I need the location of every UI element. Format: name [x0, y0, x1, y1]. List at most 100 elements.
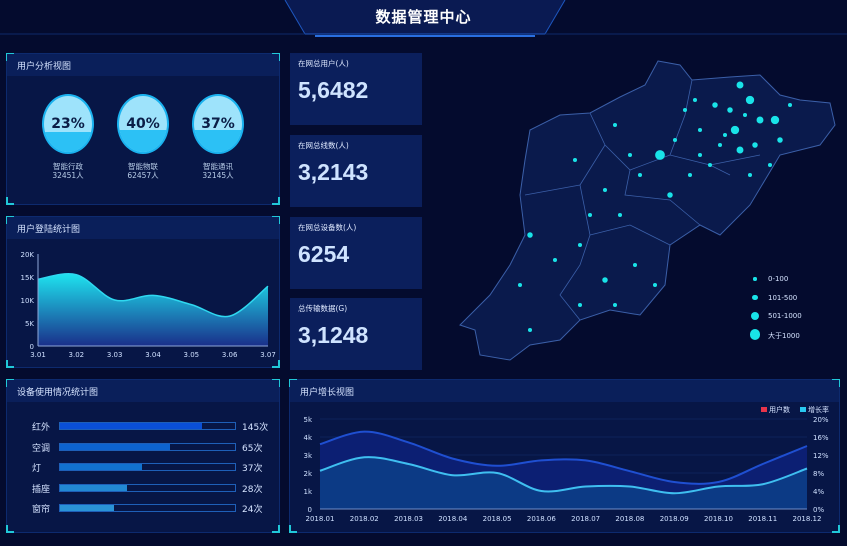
- map-data-dot[interactable]: [697, 152, 703, 158]
- legend-label: 0-100: [768, 275, 789, 283]
- map-data-dot[interactable]: [617, 212, 623, 218]
- legend-label: 501-1000: [768, 312, 802, 320]
- bubble-caption: 智能物联 62457人: [103, 162, 183, 180]
- bubble-caption: 智能行政 32451人: [28, 162, 108, 180]
- map-data-dot[interactable]: [527, 232, 533, 238]
- map-data-dot[interactable]: [612, 122, 618, 128]
- x-tick-label: 3.02: [69, 351, 85, 359]
- map-data-dot[interactable]: [697, 127, 703, 133]
- map-data-dot[interactable]: [527, 327, 533, 333]
- map-data-dot[interactable]: [722, 132, 728, 138]
- map-data-dot[interactable]: [717, 142, 723, 148]
- percent-bubble: 23%: [42, 94, 94, 154]
- legend-label: 101-500: [768, 293, 798, 302]
- device-name: 窗帘: [32, 505, 51, 515]
- map-data-dot[interactable]: [736, 146, 744, 154]
- map-data-dot[interactable]: [655, 150, 665, 160]
- login-stats-panel: 用户登陆统计图 0 5K 10K 15K 20K 3.01 3.02 3.03 3.04 3.05…: [6, 216, 280, 368]
- y-tick-label: 0: [30, 343, 34, 351]
- x-tick-label: 3.05: [184, 351, 200, 359]
- y-left-tick-label: 0: [308, 506, 312, 514]
- stat-label: 在网总用户(人): [298, 59, 349, 68]
- map-data-dot[interactable]: [637, 172, 643, 178]
- y-right-tick-label: 0%: [813, 506, 824, 514]
- legend-item[interactable]: 增长率: [800, 405, 829, 415]
- map-data-dot[interactable]: [572, 157, 578, 163]
- stat-label: 总传输数据(G): [298, 304, 348, 313]
- map-data-dot[interactable]: [652, 282, 658, 288]
- device-count: 28次: [242, 484, 263, 495]
- bar-track: [59, 422, 236, 430]
- bar-track: [59, 504, 236, 512]
- map-data-dot[interactable]: [687, 172, 693, 178]
- map-data-dot[interactable]: [692, 97, 698, 103]
- device-bar-row: 灯 37次: [32, 461, 282, 474]
- dot-size-icon: [749, 329, 761, 340]
- map-data-dot[interactable]: [770, 115, 780, 125]
- bar-track: [59, 463, 236, 471]
- y-left-tick-label: 5k: [303, 416, 312, 424]
- percent-value: 40%: [126, 116, 160, 132]
- map-data-dot[interactable]: [577, 302, 583, 308]
- stat-value: 3,1248: [298, 322, 369, 348]
- x-tick-label: 2018.12: [793, 515, 822, 523]
- map-data-dot[interactable]: [742, 112, 748, 118]
- map-data-dot[interactable]: [712, 102, 718, 108]
- map-data-dot[interactable]: [745, 95, 755, 105]
- percent-value: 23%: [51, 116, 85, 132]
- map-data-dot[interactable]: [627, 152, 633, 158]
- percent-bubble: 37%: [192, 94, 244, 154]
- y-left-tick-label: 3k: [303, 452, 312, 460]
- map-data-dot[interactable]: [707, 162, 713, 168]
- y-right-tick-label: 8%: [813, 470, 824, 478]
- map-data-dot[interactable]: [682, 107, 688, 113]
- map-data-dot[interactable]: [632, 262, 638, 268]
- legend-item[interactable]: 用户数: [761, 405, 790, 415]
- x-tick-label: 2018.06: [527, 515, 556, 523]
- map-data-dot[interactable]: [577, 242, 583, 248]
- percent-bubble: 40%: [117, 94, 169, 154]
- map-data-dot[interactable]: [756, 116, 764, 124]
- stat-label: 在网总线数(人): [298, 141, 349, 150]
- x-tick-label: 3.04: [145, 351, 161, 359]
- user-analysis-panel: 用户分析视图 23% 智能行政 32451人 40% 智能物联 62457人 37% 智能通讯…: [6, 53, 280, 205]
- users-line: [319, 430, 808, 485]
- map-data-dot[interactable]: [552, 257, 558, 263]
- stat-card: 在网总设备数(人) 6254: [290, 217, 422, 289]
- stat-card: 在网总线数(人) 3,2143: [290, 135, 422, 207]
- map-data-dot[interactable]: [612, 302, 618, 308]
- map-data-dot[interactable]: [736, 81, 744, 89]
- device-name: 红外: [32, 423, 51, 433]
- map-data-dot[interactable]: [517, 282, 523, 288]
- map-data-dot[interactable]: [667, 192, 673, 198]
- x-tick-label: 3.01: [30, 351, 46, 359]
- stat-label: 在网总设备数(人): [298, 223, 357, 232]
- panel-title: 用户增长视图: [290, 380, 839, 402]
- growth-rate-area: [320, 457, 807, 509]
- device-name: 空调: [32, 443, 51, 454]
- map-data-dot[interactable]: [602, 187, 608, 193]
- percent-value: 37%: [201, 116, 235, 132]
- x-tick-label: 2018.09: [660, 515, 689, 523]
- map-data-dot[interactable]: [727, 107, 733, 113]
- map-data-dot[interactable]: [777, 137, 783, 143]
- map-data-dot[interactable]: [752, 142, 758, 148]
- bar-fill: [60, 423, 202, 429]
- map-data-dot[interactable]: [602, 277, 608, 283]
- y-left-tick-label: 4k: [303, 434, 312, 442]
- y-right-tick-label: 20%: [813, 416, 829, 424]
- y-left-tick-label: 1k: [303, 488, 312, 496]
- map-data-dot[interactable]: [587, 212, 593, 218]
- y-left-tick-label: 2k: [303, 470, 312, 478]
- map-data-dot[interactable]: [787, 102, 793, 108]
- login-area-chart: 0 5K 10K 15K 20K 3.01 3.02 3.03 3.04 3.05 3.06 3.07: [21, 251, 276, 359]
- map-data-dot[interactable]: [747, 172, 753, 178]
- map-data-dot[interactable]: [767, 162, 773, 168]
- category-count: 32451人: [52, 171, 84, 180]
- bar-fill: [60, 464, 143, 470]
- map-data-dot[interactable]: [672, 137, 678, 143]
- legend-label: 增长率: [808, 406, 829, 414]
- x-tick-label: 2018.03: [394, 515, 423, 523]
- stat-value: 5,6482: [298, 77, 369, 103]
- map-data-dot[interactable]: [730, 125, 740, 135]
